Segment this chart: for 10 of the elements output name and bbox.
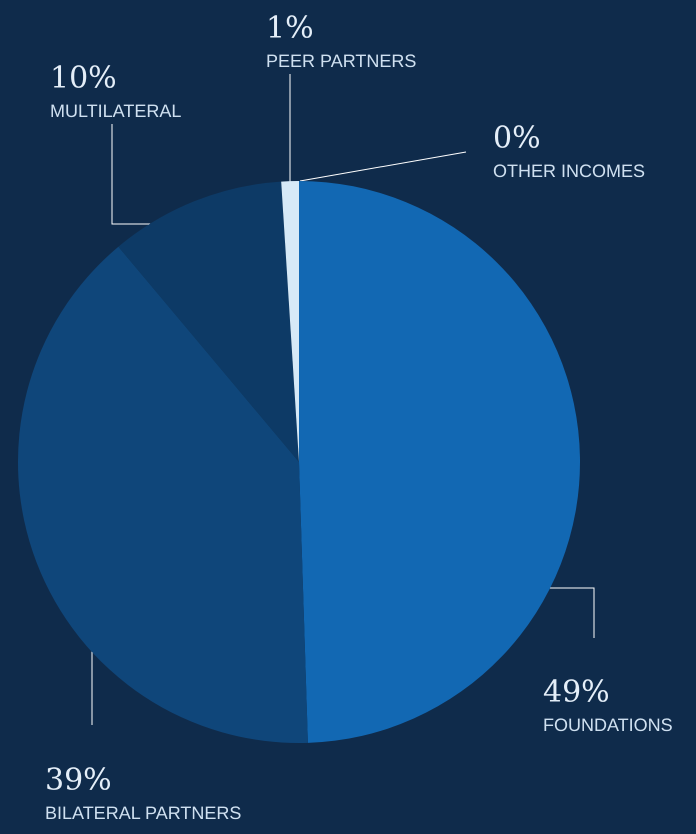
slice-label: PEER PARTNERS <box>266 51 416 71</box>
data-label: 39% <box>45 762 112 798</box>
text: 0% <box>493 120 541 156</box>
data-label: 1% <box>266 10 314 46</box>
data-label: 10% <box>50 60 117 96</box>
data-label: 49% <box>543 674 610 710</box>
slice-label: MULTILATERAL <box>50 101 182 121</box>
category-label: OTHER INCOMES <box>493 161 646 181</box>
slice-label: FOUNDATIONS <box>543 715 673 735</box>
slice-label: BILATERAL PARTNERS <box>45 803 242 823</box>
